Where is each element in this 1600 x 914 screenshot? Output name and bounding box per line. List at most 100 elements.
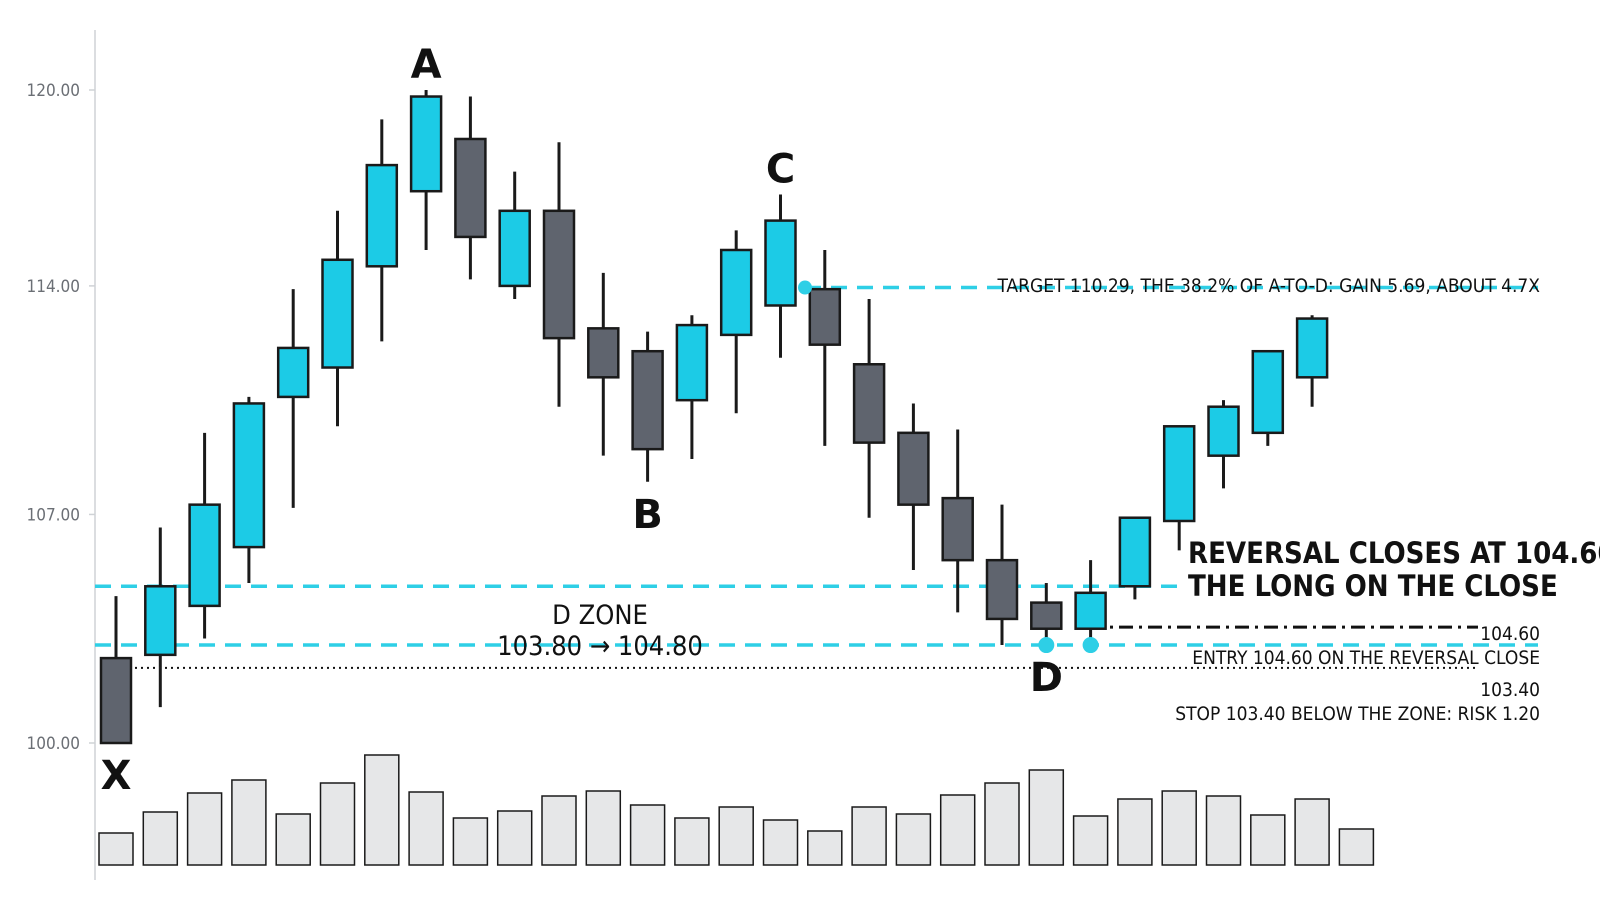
volume-bar xyxy=(541,795,577,866)
candle xyxy=(276,289,310,508)
point-label-a: A xyxy=(411,42,442,88)
volume-bar xyxy=(496,810,533,866)
candle xyxy=(144,527,177,708)
candle xyxy=(542,142,576,407)
candle-body xyxy=(808,287,842,346)
volume-bar xyxy=(1338,828,1375,866)
candle xyxy=(232,396,266,584)
y-axis-ticks: 120.00 114.00 107.00 100.00 xyxy=(27,81,95,754)
candle-body xyxy=(232,402,266,549)
volume-bar xyxy=(319,782,356,866)
reversal-annotation-line1: REVERSAL CLOSES AT 104.60: xyxy=(1188,536,1600,570)
reversal-low-marker xyxy=(1082,637,1099,654)
y-tick-label: 107.00 xyxy=(27,505,81,525)
candle-body xyxy=(188,503,221,608)
candle xyxy=(941,429,974,613)
price-levels xyxy=(95,285,1538,669)
y-tick-label: 114.00 xyxy=(27,277,81,297)
candle-body xyxy=(144,585,177,657)
level-markers xyxy=(798,280,1099,654)
point-label-d: D xyxy=(1030,655,1063,701)
candle-body xyxy=(498,209,531,288)
candle-body xyxy=(719,248,753,337)
candle xyxy=(719,230,753,414)
pattern-point-labels: X A B C D xyxy=(101,42,1063,799)
candle-body xyxy=(985,558,1019,621)
volume-bar xyxy=(807,830,843,866)
entry-annotation: ENTRY 104.60 ON THE REVERSAL CLOSE xyxy=(1192,647,1540,669)
candle-body xyxy=(1162,425,1196,523)
target-marker xyxy=(798,280,812,295)
volume-bar xyxy=(1250,814,1286,866)
candle-body xyxy=(99,656,133,745)
candle-body xyxy=(365,163,399,268)
candle xyxy=(1030,583,1063,646)
volume-bar xyxy=(762,819,799,866)
candle xyxy=(985,504,1019,646)
candle xyxy=(1295,315,1329,407)
candle xyxy=(99,596,133,745)
volume-bars xyxy=(98,754,1375,866)
stop-value-label: 103.40 xyxy=(1480,679,1540,701)
candle-body xyxy=(454,137,487,239)
candle-body xyxy=(675,323,709,402)
entry-value-label: 104.60 xyxy=(1480,623,1540,645)
candle-body xyxy=(941,496,974,562)
candle-body xyxy=(764,219,797,307)
volume-bar xyxy=(629,804,666,866)
candlesticks xyxy=(99,90,1329,745)
point-label-b: B xyxy=(632,492,663,538)
y-tick-label: 100.00 xyxy=(27,734,81,754)
d-zone-label: D ZONE xyxy=(552,600,648,631)
volume-bar xyxy=(186,792,223,866)
volume-bar xyxy=(674,817,710,866)
candle-body xyxy=(897,431,930,506)
candle xyxy=(631,331,664,482)
candle xyxy=(1162,425,1196,551)
candle xyxy=(409,90,443,250)
volume-bar xyxy=(1161,790,1197,866)
candle-body xyxy=(542,209,576,340)
volume-bar xyxy=(585,790,622,866)
volume-bar xyxy=(98,832,134,866)
volume-bar xyxy=(1072,815,1109,866)
volume-bar xyxy=(939,794,976,866)
volume-bar xyxy=(1117,798,1153,866)
candle xyxy=(852,298,886,518)
volume-bar xyxy=(851,806,887,866)
candle xyxy=(675,315,709,459)
volume-bar xyxy=(718,806,754,866)
candle xyxy=(321,210,354,427)
candle xyxy=(1207,400,1240,489)
volume-bar xyxy=(142,811,179,866)
reversal-annotation-line2: THE LONG ON THE CLOSE xyxy=(1188,569,1558,603)
target-annotation: TARGET 110.29, THE 38.2% OF A-TO-D: GAIN… xyxy=(996,275,1540,297)
candle-body xyxy=(852,363,886,444)
d-zone-range: 103.80 → 104.80 xyxy=(497,631,703,662)
d-low-marker xyxy=(1038,637,1055,654)
candle xyxy=(1118,516,1152,600)
candle-body xyxy=(321,258,354,369)
y-tick-label: 120.00 xyxy=(27,81,81,101)
volume-bar xyxy=(1028,769,1065,866)
volume-bar xyxy=(984,782,1020,866)
stop-annotation: STOP 103.40 BELOW THE ZONE: RISK 1.20 xyxy=(1175,703,1540,725)
candle-body xyxy=(409,95,443,193)
candle xyxy=(454,96,487,280)
point-label-c: C xyxy=(766,146,795,192)
candle-body xyxy=(1074,591,1107,630)
candle xyxy=(498,171,531,299)
candle-body xyxy=(631,349,664,451)
candle xyxy=(365,119,399,342)
candle xyxy=(1251,349,1285,446)
candle xyxy=(897,403,930,570)
candle-body xyxy=(276,346,310,399)
volume-bar xyxy=(452,817,489,866)
candle xyxy=(188,432,221,639)
candle-body xyxy=(1030,601,1063,630)
candle xyxy=(764,194,797,358)
candle-body xyxy=(1251,349,1285,435)
candle-body xyxy=(1207,405,1240,457)
candle xyxy=(587,272,620,456)
